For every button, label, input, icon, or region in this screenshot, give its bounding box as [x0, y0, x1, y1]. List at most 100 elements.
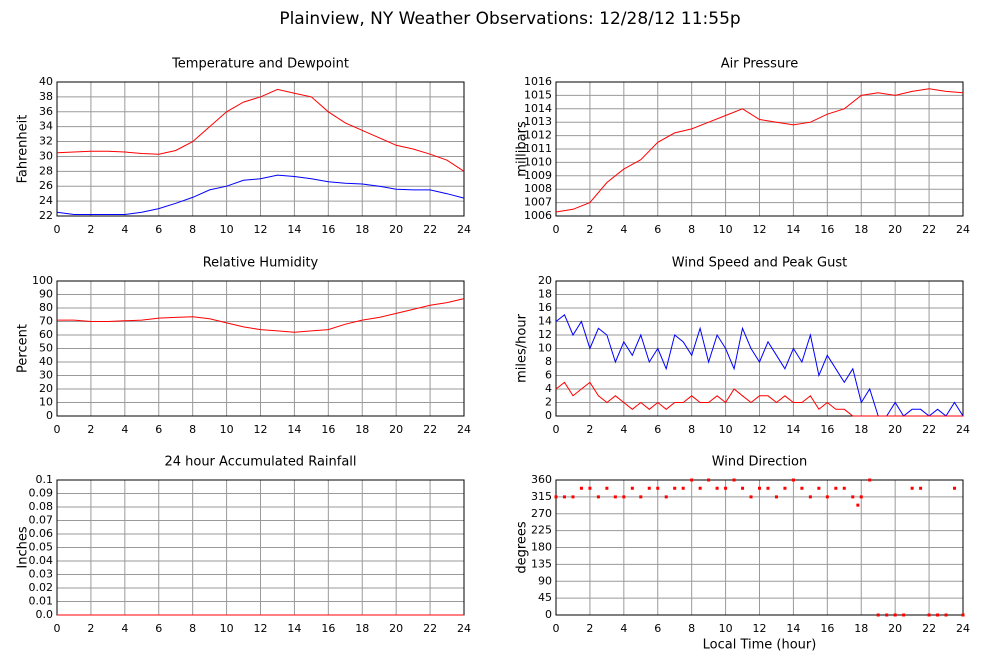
- plot-frame: [555, 81, 964, 217]
- y-tick-label: 50: [39, 342, 53, 355]
- data-point: [783, 486, 787, 490]
- x-tick-label: 18: [854, 423, 868, 436]
- y-axis-label: degrees: [515, 521, 530, 574]
- x-tick-label: 22: [922, 423, 936, 436]
- data-point: [893, 613, 897, 617]
- x-tick-label: 20: [389, 223, 403, 236]
- x-tick-label: 18: [854, 622, 868, 635]
- y-axis-label: miles/hour: [515, 313, 530, 382]
- x-tick-label: 24: [956, 223, 970, 236]
- plot-frame: [555, 479, 964, 616]
- x-tick-label: 18: [355, 622, 369, 635]
- x-tick-label: 18: [854, 223, 868, 236]
- y-tick-label: 28: [39, 164, 53, 177]
- x-tick-label: 6: [155, 423, 162, 436]
- x-tick-label: 8: [688, 223, 695, 236]
- chart-title: Air Pressure: [721, 57, 799, 72]
- y-tick-label: 0.02: [29, 581, 54, 594]
- data-line: [555, 314, 964, 417]
- data-point: [673, 486, 677, 490]
- data-point: [664, 495, 668, 499]
- y-tick-label: 8: [545, 355, 552, 368]
- y-tick-label: 0: [46, 409, 53, 422]
- x-tick-label: 20: [389, 622, 403, 635]
- x-tick-label: 20: [389, 423, 403, 436]
- x-tick-label: 18: [355, 223, 369, 236]
- x-tick-label: 22: [922, 223, 936, 236]
- x-tick-label: 8: [189, 423, 196, 436]
- data-line: [57, 298, 465, 333]
- x-tick-label: 4: [121, 223, 128, 236]
- data-point: [944, 613, 948, 617]
- x-tick-label: 24: [457, 622, 471, 635]
- chart-title: Wind Speed and Peak Gust: [672, 256, 847, 271]
- y-tick-label: 70: [39, 315, 53, 328]
- y-tick-label: 225: [531, 524, 552, 537]
- y-tick-label: 0.04: [29, 554, 54, 567]
- x-tick-label: 14: [786, 423, 800, 436]
- x-tick-label: 0: [54, 423, 61, 436]
- data-point: [732, 478, 736, 482]
- data-point: [571, 495, 575, 499]
- x-tick-label: 0: [553, 223, 560, 236]
- x-tick-label: 10: [220, 622, 234, 635]
- x-tick-label: 16: [820, 622, 834, 635]
- y-tick-label: 6: [545, 369, 552, 382]
- x-axis-label: Local Time (hour): [703, 638, 817, 653]
- data-point: [605, 486, 609, 490]
- x-tick-label: 2: [586, 622, 593, 635]
- x-tick-label: 6: [654, 423, 661, 436]
- x-tick-label: 6: [654, 622, 661, 635]
- y-tick-label: 14: [538, 315, 552, 328]
- x-tick-label: 12: [753, 423, 767, 436]
- y-tick-label: 0: [545, 608, 552, 621]
- x-tick-label: 20: [888, 423, 902, 436]
- y-tick-label: 40: [39, 355, 53, 368]
- x-tick-label: 20: [888, 223, 902, 236]
- data-point: [919, 486, 923, 490]
- y-tick-label: 40: [39, 75, 53, 88]
- plot-frame: [56, 81, 465, 217]
- data-point: [936, 613, 940, 617]
- y-tick-label: 4: [545, 382, 552, 395]
- y-tick-label: 16: [538, 301, 552, 314]
- y-tick-label: 24: [39, 194, 53, 207]
- x-tick-label: 14: [287, 423, 301, 436]
- x-tick-label: 6: [155, 223, 162, 236]
- data-point: [834, 486, 838, 490]
- data-line: [555, 88, 964, 213]
- y-tick-label: 10: [39, 396, 53, 409]
- y-tick-label: 1014: [524, 102, 552, 115]
- data-point: [876, 613, 880, 617]
- x-tick-label: 18: [355, 423, 369, 436]
- x-tick-label: 24: [956, 423, 970, 436]
- y-axis-label: Percent: [16, 324, 31, 373]
- y-tick-label: 1011: [524, 142, 552, 155]
- y-axis-label: millibars: [515, 121, 530, 177]
- data-point: [681, 486, 685, 490]
- data-point: [749, 495, 753, 499]
- x-tick-label: 12: [254, 223, 268, 236]
- data-point: [766, 486, 770, 490]
- x-tick-label: 10: [220, 223, 234, 236]
- y-tick-label: 0.08: [29, 500, 54, 513]
- x-tick-label: 14: [287, 223, 301, 236]
- data-point: [953, 486, 957, 490]
- y-tick-label: 0.0: [36, 608, 54, 621]
- x-tick-label: 8: [688, 423, 695, 436]
- data-point: [885, 613, 889, 617]
- data-point: [596, 495, 600, 499]
- x-tick-label: 6: [654, 223, 661, 236]
- x-tick-label: 12: [254, 423, 268, 436]
- data-point: [622, 495, 626, 499]
- y-tick-label: 90: [538, 574, 552, 587]
- x-tick-label: 0: [553, 423, 560, 436]
- chart-title: Wind Direction: [712, 455, 808, 470]
- x-tick-label: 4: [620, 423, 627, 436]
- y-tick-label: 315: [531, 490, 552, 503]
- y-tick-label: 1010: [524, 155, 552, 168]
- data-point: [690, 478, 694, 482]
- data-point: [715, 486, 719, 490]
- y-tick-label: 1016: [524, 75, 552, 88]
